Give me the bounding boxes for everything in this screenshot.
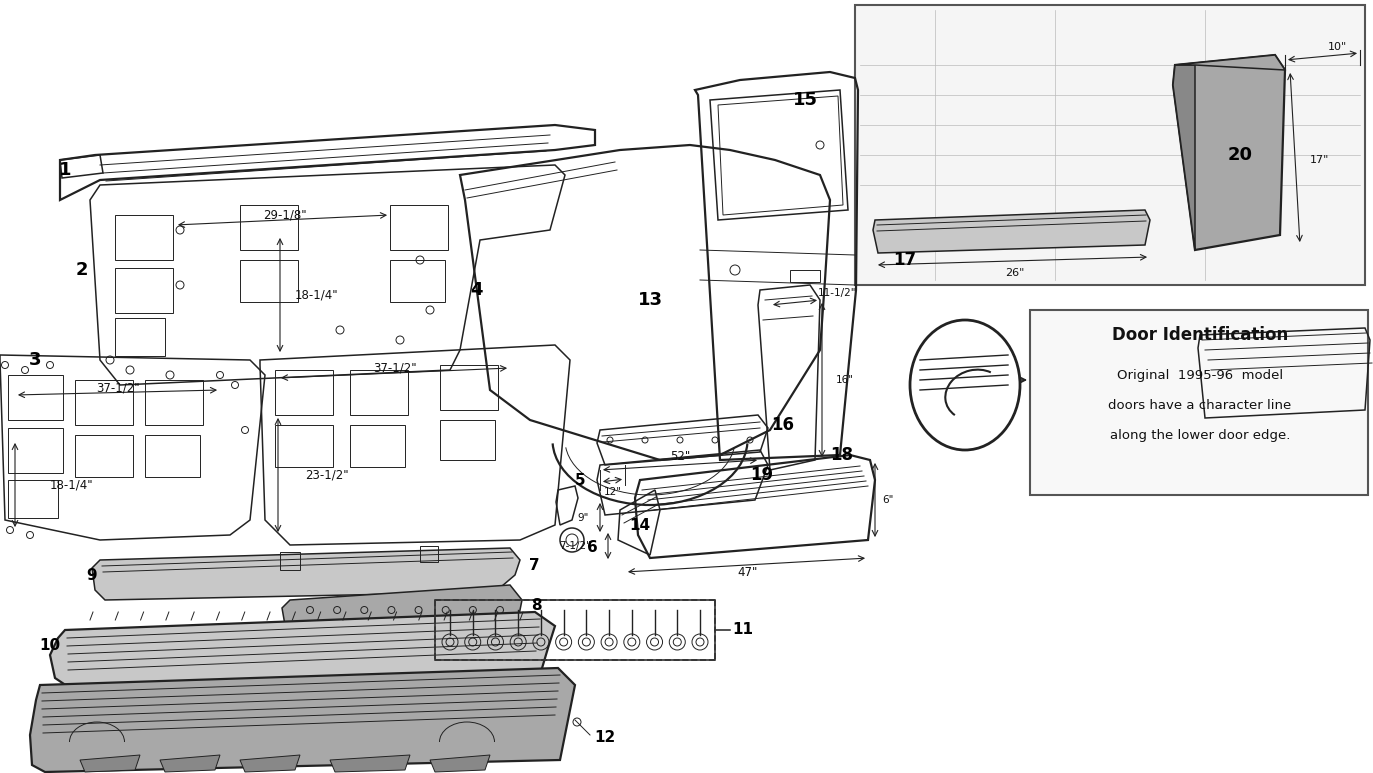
Bar xyxy=(115,215,173,260)
Text: 2: 2 xyxy=(76,261,88,279)
Text: 37-1/2": 37-1/2" xyxy=(373,362,417,374)
Polygon shape xyxy=(92,548,520,600)
Text: 11: 11 xyxy=(733,622,754,638)
Bar xyxy=(240,260,298,302)
Bar xyxy=(439,365,498,410)
Text: 18-1/4": 18-1/4" xyxy=(295,288,339,301)
Text: 23-1/2": 23-1/2" xyxy=(305,468,349,482)
Bar xyxy=(8,428,63,473)
Text: 26": 26" xyxy=(1005,268,1024,278)
Bar xyxy=(350,425,405,467)
Text: 12": 12" xyxy=(604,487,622,497)
Text: 19: 19 xyxy=(751,466,773,484)
Polygon shape xyxy=(281,585,522,630)
Text: 6": 6" xyxy=(883,495,894,505)
Bar xyxy=(76,380,133,425)
Polygon shape xyxy=(49,612,555,688)
Text: 5: 5 xyxy=(575,472,585,488)
Text: 11-1/2": 11-1/2" xyxy=(818,288,857,298)
Bar xyxy=(275,370,334,415)
Bar xyxy=(146,435,200,477)
Text: 17: 17 xyxy=(894,251,917,269)
Text: 1: 1 xyxy=(59,161,71,179)
Bar xyxy=(280,552,299,570)
Text: 20: 20 xyxy=(1227,146,1252,164)
Polygon shape xyxy=(1175,55,1285,70)
Text: 12: 12 xyxy=(595,730,615,744)
Text: 37-1/2": 37-1/2" xyxy=(96,382,140,394)
Text: doors have a character line: doors have a character line xyxy=(1108,399,1292,411)
Text: 9": 9" xyxy=(577,513,589,523)
Text: 3: 3 xyxy=(29,351,41,369)
Text: 16": 16" xyxy=(836,375,854,385)
Text: 7-1/2": 7-1/2" xyxy=(559,541,590,551)
Bar xyxy=(435,600,715,660)
Polygon shape xyxy=(430,755,490,772)
Bar xyxy=(115,268,173,313)
Text: 4: 4 xyxy=(470,281,482,299)
Text: 6: 6 xyxy=(586,540,597,556)
Polygon shape xyxy=(240,755,299,772)
Bar xyxy=(146,380,203,425)
Bar xyxy=(76,435,133,477)
Text: 13: 13 xyxy=(637,291,663,309)
Text: 9: 9 xyxy=(86,567,97,583)
Bar xyxy=(8,480,58,518)
Polygon shape xyxy=(30,668,575,772)
Bar xyxy=(439,420,496,460)
Bar xyxy=(275,425,334,467)
Polygon shape xyxy=(1173,55,1285,250)
Bar xyxy=(115,318,165,356)
Text: 29-1/8": 29-1/8" xyxy=(264,209,306,222)
Polygon shape xyxy=(161,755,220,772)
Bar xyxy=(855,5,1365,285)
Text: Original  1995-96  model: Original 1995-96 model xyxy=(1118,369,1282,382)
Text: 52": 52" xyxy=(670,450,691,462)
Bar xyxy=(240,205,298,250)
Text: 16: 16 xyxy=(772,416,795,434)
Text: 15: 15 xyxy=(792,91,817,109)
Text: 7: 7 xyxy=(529,557,540,573)
Polygon shape xyxy=(1173,65,1195,250)
Ellipse shape xyxy=(910,320,1020,450)
Bar xyxy=(350,370,408,415)
Bar xyxy=(1030,310,1368,495)
Bar xyxy=(390,205,448,250)
Bar xyxy=(420,546,438,562)
Text: 10: 10 xyxy=(40,638,60,652)
Bar xyxy=(8,375,63,420)
Text: 17": 17" xyxy=(1310,155,1329,165)
Polygon shape xyxy=(80,755,140,772)
Text: 18: 18 xyxy=(831,446,854,464)
Text: 14: 14 xyxy=(629,517,651,533)
Bar xyxy=(789,270,820,282)
Text: 10": 10" xyxy=(1328,42,1347,52)
Text: 8: 8 xyxy=(531,598,541,612)
Polygon shape xyxy=(330,755,411,772)
Polygon shape xyxy=(873,210,1151,253)
Bar xyxy=(390,260,445,302)
Text: 18-1/4": 18-1/4" xyxy=(49,478,93,492)
Text: 47": 47" xyxy=(737,567,758,580)
Text: along the lower door edge.: along the lower door edge. xyxy=(1109,428,1291,441)
Text: Door Identification: Door Identification xyxy=(1112,326,1288,344)
